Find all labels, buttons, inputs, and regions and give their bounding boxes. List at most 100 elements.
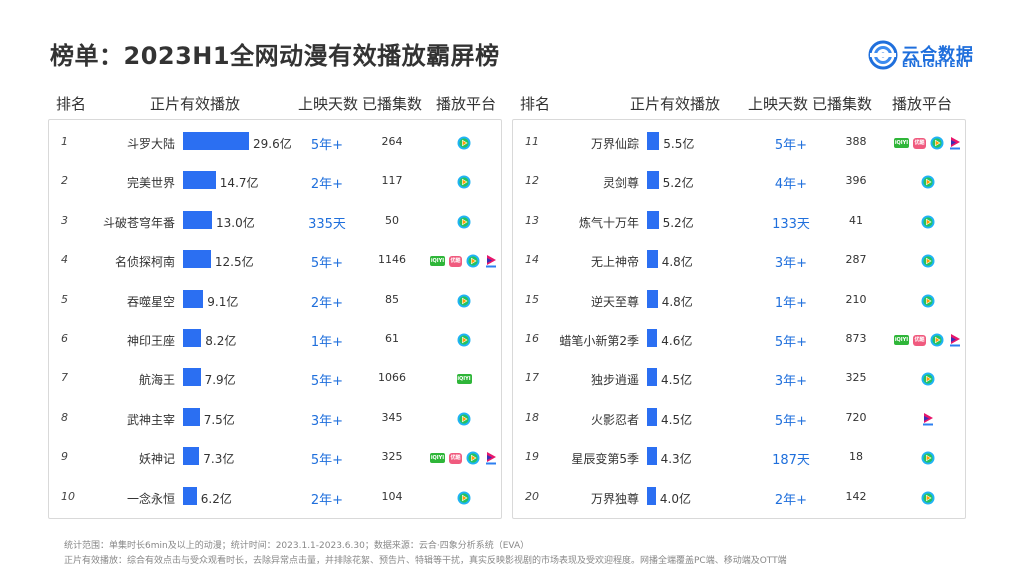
bilibili-icon: [950, 334, 960, 347]
release-days: 5年+: [310, 138, 344, 153]
platform-list: [425, 491, 503, 505]
logo-text-cn: 云合数据: [902, 45, 974, 65]
episode-count: 41: [849, 213, 863, 227]
youku-icon: 优酷: [449, 452, 462, 464]
header-rank-right: 排名: [520, 95, 551, 113]
platform-list: [889, 372, 967, 386]
header-days-right: 上映天数: [748, 95, 809, 113]
release-days: 5年+: [310, 453, 344, 469]
rank-number: 10: [61, 489, 75, 503]
play-bar: [647, 210, 659, 229]
anime-title: 完美世界: [126, 176, 175, 191]
rank-number: 12: [525, 174, 539, 188]
release-days: 5年+: [774, 335, 808, 350]
release-days: 2年+: [310, 295, 344, 311]
anime-title: 无上神帝: [590, 255, 639, 270]
anime-title: 名侦探柯南: [114, 255, 175, 270]
table-row: 3 斗破苍穹年番 13.0亿 335天 50: [49, 203, 503, 242]
platform-list: [889, 412, 967, 426]
release-days: 187天: [772, 453, 810, 469]
episode-count: 117: [381, 174, 403, 188]
play-value-label: 8.2亿: [205, 334, 237, 348]
play-bar: [647, 329, 658, 347]
play-value-label: 6.2亿: [200, 491, 232, 506]
release-days: 4年+: [774, 177, 808, 193]
anime-title: 吞噬星空: [126, 294, 175, 309]
logo-text-en: ENLIGHTENT: [902, 60, 971, 70]
tencent-video-icon: [921, 294, 935, 308]
iqiyi-icon: iQIYI: [894, 138, 909, 148]
tencent-video-icon: [921, 215, 935, 229]
youku-icon: 优酷: [913, 334, 926, 346]
release-days: 1年+: [774, 295, 808, 311]
tencent-video-icon: [930, 136, 944, 150]
footnote-scope: 统计范围：单集时长6min及以上的动漫；统计时间：2023.1.1-2023.6…: [64, 541, 530, 551]
rank-number: 5: [61, 292, 68, 306]
episode-count: 104: [381, 489, 403, 503]
tencent-video-icon: [457, 215, 471, 229]
episode-count: 210: [845, 292, 867, 306]
play-bar: [183, 368, 201, 387]
ranking-panel-left: 1 斗罗大陆 29.6亿 5年+ 264 2 完美世界 14.7亿 2年+ 117 3 斗破苍穹年番 1…: [48, 119, 502, 519]
play-value-label: 4.5亿: [661, 412, 693, 427]
anime-title: 妖神记: [138, 452, 175, 467]
tencent-video-icon: [457, 175, 471, 189]
episode-count: 142: [845, 489, 867, 503]
platform-list: [889, 451, 967, 465]
play-bar: [647, 250, 658, 269]
table-row: 17 独步逍遥 4.5亿 3年+ 325: [513, 360, 967, 399]
bilibili-icon: [486, 255, 496, 268]
rank-number: 15: [525, 292, 539, 306]
platform-list: iQIYI: [425, 372, 503, 386]
rank-number: 7: [61, 371, 68, 385]
release-days: 2年+: [774, 492, 808, 508]
tencent-video-icon: [457, 136, 471, 150]
platform-list: iQIYI 优酷: [425, 254, 503, 268]
logo-icon: [868, 40, 898, 70]
anime-title: 独步逍遥: [590, 373, 639, 388]
table-row: 12 灵剑尊 5.2亿 4年+ 396: [513, 163, 967, 202]
tencent-video-icon: [921, 175, 935, 189]
tencent-video-icon: [466, 451, 480, 465]
bilibili-icon: [486, 452, 496, 465]
play-bar: [183, 447, 200, 466]
play-bar: [647, 486, 656, 505]
platform-list: [889, 491, 967, 505]
table-row: 1 斗罗大陆 29.6亿 5年+ 264: [49, 124, 503, 163]
youku-icon: 优酷: [449, 255, 462, 267]
platform-list: [425, 175, 503, 189]
play-bar: [183, 210, 212, 229]
anime-title: 一念永恒: [126, 491, 175, 506]
play-bar: [183, 250, 211, 269]
release-days: 3年+: [310, 413, 344, 429]
rank-number: 19: [525, 450, 539, 464]
tencent-video-icon: [457, 333, 471, 347]
table-row: 5 吞噬星空 9.1亿 2年+ 85: [49, 282, 503, 321]
release-days: 3年+: [774, 256, 808, 272]
platform-list: iQIYI 优酷: [425, 451, 503, 465]
table-row: 7 航海王 7.9亿 5年+ 1066 iQIYI: [49, 360, 503, 399]
play-bar: [183, 407, 200, 426]
play-bar: [647, 407, 657, 426]
table-row: 13 炼气十万年 5.2亿 133天 41: [513, 203, 967, 242]
platform-list: iQIYI 优酷: [889, 333, 967, 347]
episode-count: 388: [845, 135, 867, 148]
play-value-label: 12.5亿: [214, 255, 254, 270]
header-platform-left: 播放平台: [436, 95, 497, 113]
rank-number: 18: [525, 410, 539, 424]
rank-number: 14: [525, 253, 539, 267]
rank-number: 20: [525, 489, 539, 503]
play-value-label: 5.2亿: [662, 215, 694, 230]
table-row: 19 星辰变第5季 4.3亿 187天 18: [513, 439, 967, 478]
rank-number: 11: [525, 135, 539, 148]
bilibili-icon: [950, 137, 960, 150]
table-row: 11 万界仙踪 5.5亿 5年+ 388 iQIYI 优酷: [513, 124, 967, 163]
play-bar: [183, 289, 204, 308]
table-row: 18 火影忍者 4.5亿 5年+ 720: [513, 400, 967, 439]
release-days: 5年+: [310, 374, 344, 390]
play-value-label: 7.3亿: [203, 452, 235, 467]
play-value-label: 29.6亿: [253, 137, 292, 151]
play-value-label: 9.1亿: [207, 294, 239, 309]
episode-count: 287: [845, 253, 867, 267]
rank-number: 4: [61, 253, 68, 267]
